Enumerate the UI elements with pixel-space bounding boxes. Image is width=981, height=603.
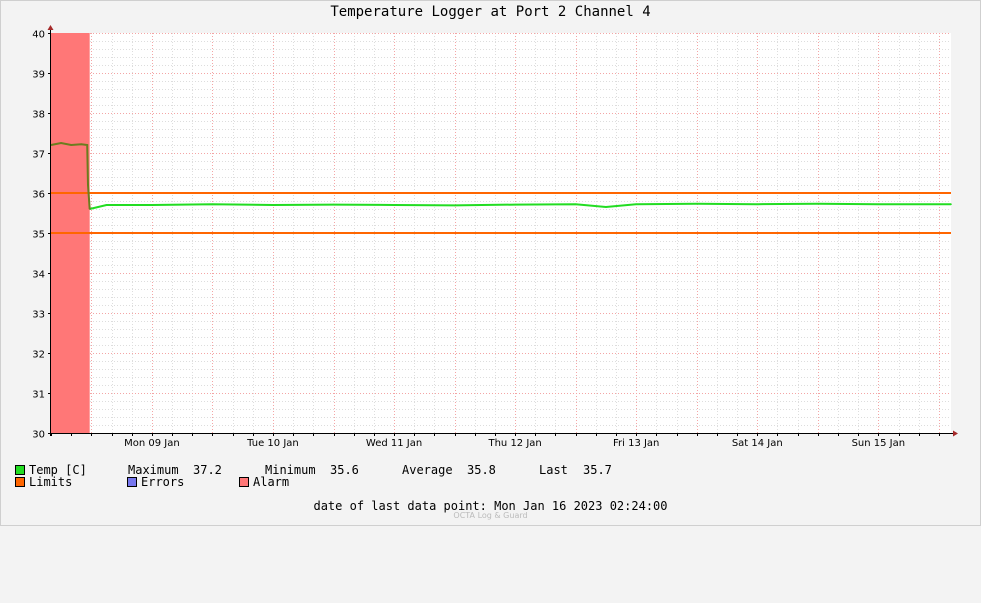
y-tick-label: 30 (32, 430, 45, 441)
series-point (393, 204, 395, 206)
legend-limits-swatch (15, 477, 25, 487)
x-tick-label: Tue 10 Jan (246, 438, 299, 449)
y-tick-label: 37 (32, 150, 45, 161)
series-point (756, 203, 759, 205)
x-tick-label: Thu 12 Jan (487, 438, 541, 449)
chart-title: Temperature Logger at Port 2 Channel 4 (330, 4, 651, 20)
legend-alarm-swatch (239, 477, 249, 487)
last-data-point: date of last data point: Mon Jan 16 2023… (0, 499, 981, 513)
series-point (105, 204, 108, 206)
stat-min-value: 35.6 (330, 463, 359, 477)
x-tick-label: Sun 15 Jan (852, 438, 906, 449)
y-tick-label: 31 (32, 390, 45, 401)
x-tick-label: Fri 13 Jan (613, 438, 659, 449)
y-tick-label: 34 (32, 270, 45, 281)
series-point (211, 203, 214, 205)
legend-temp: Temp [C] (15, 463, 87, 477)
y-tick-label: 40 (32, 30, 45, 41)
chart-canvas: 30 31 32 33 34 35 36 37 38 39 40 Mon 09 Jan Tue 10 … (32, 25, 958, 449)
series-point (60, 142, 62, 144)
limits-layer (51, 192, 951, 234)
y-tick-labels: 30 31 32 33 34 35 36 37 38 39 40 (32, 30, 45, 441)
legend-errors-label: Errors (141, 475, 185, 489)
y-tick-label: 35 (32, 230, 45, 241)
legend-limits-label: Limits (29, 475, 73, 489)
stat-min-label: Minimum (265, 463, 316, 477)
y-tick-label: 36 (32, 190, 45, 201)
legend-errors-swatch (127, 477, 137, 487)
x-tick-label: Mon 09 Jan (124, 438, 180, 449)
stat-avg-value: 35.8 (467, 463, 496, 477)
x-axis-arrow (953, 430, 958, 437)
y-axis-arrow (47, 25, 54, 30)
series-point (605, 206, 607, 208)
stat-avg-label: Average (402, 463, 453, 477)
series-point (88, 208, 91, 210)
series-point (817, 203, 819, 205)
series-point (87, 184, 89, 186)
stat-last-label: Last (539, 463, 568, 477)
series-point (80, 143, 83, 145)
legend-row-2: Limits Errors Alarm (15, 475, 289, 531)
y-tick-label: 39 (32, 70, 45, 81)
series-point (272, 204, 274, 206)
series-point (950, 203, 952, 205)
axes-layer (47, 25, 958, 437)
legend-temp-swatch (15, 465, 25, 475)
y-tick-label: 32 (32, 350, 45, 361)
legend-errors: Errors (127, 475, 184, 489)
legend-alarm-label: Alarm (253, 475, 290, 489)
series-point (877, 203, 880, 205)
last-data-point-label: date of last data point: (313, 499, 487, 513)
stat-max-label: Maximum (128, 463, 179, 477)
x-tick-label: Sat 14 Jan (732, 438, 783, 449)
last-data-point-value: Mon Jan 16 2023 02:24:00 (494, 499, 668, 513)
series-point (635, 203, 638, 205)
credit-watermark: OCTA Log & Guard (453, 511, 528, 520)
x-tick-labels: Mon 09 Jan Tue 10 Jan Wed 11 Jan Thu 12 Jan… (124, 438, 905, 449)
series-point (70, 144, 72, 146)
series-point (574, 203, 577, 205)
y-tick-label: 38 (32, 110, 45, 121)
series-point (453, 204, 456, 207)
stat-last-value: 35.7 (583, 463, 612, 477)
x-tick-label: Wed 11 Jan (366, 438, 422, 449)
stat-max-value: 37.2 (193, 463, 222, 477)
series-point (514, 203, 516, 206)
legend-alarm: Alarm (239, 475, 289, 489)
legend-temp-label: Temp [C] (29, 463, 87, 477)
legend-row-1: Temp [C] Maximum 37.2 Minimum 35.6 Avera… (15, 463, 612, 603)
y-tick-label: 33 (32, 310, 45, 321)
series-point (151, 204, 153, 206)
legend-limits: Limits (15, 475, 72, 489)
series-point (86, 144, 88, 146)
series-point (332, 203, 335, 206)
series-point (695, 203, 698, 205)
